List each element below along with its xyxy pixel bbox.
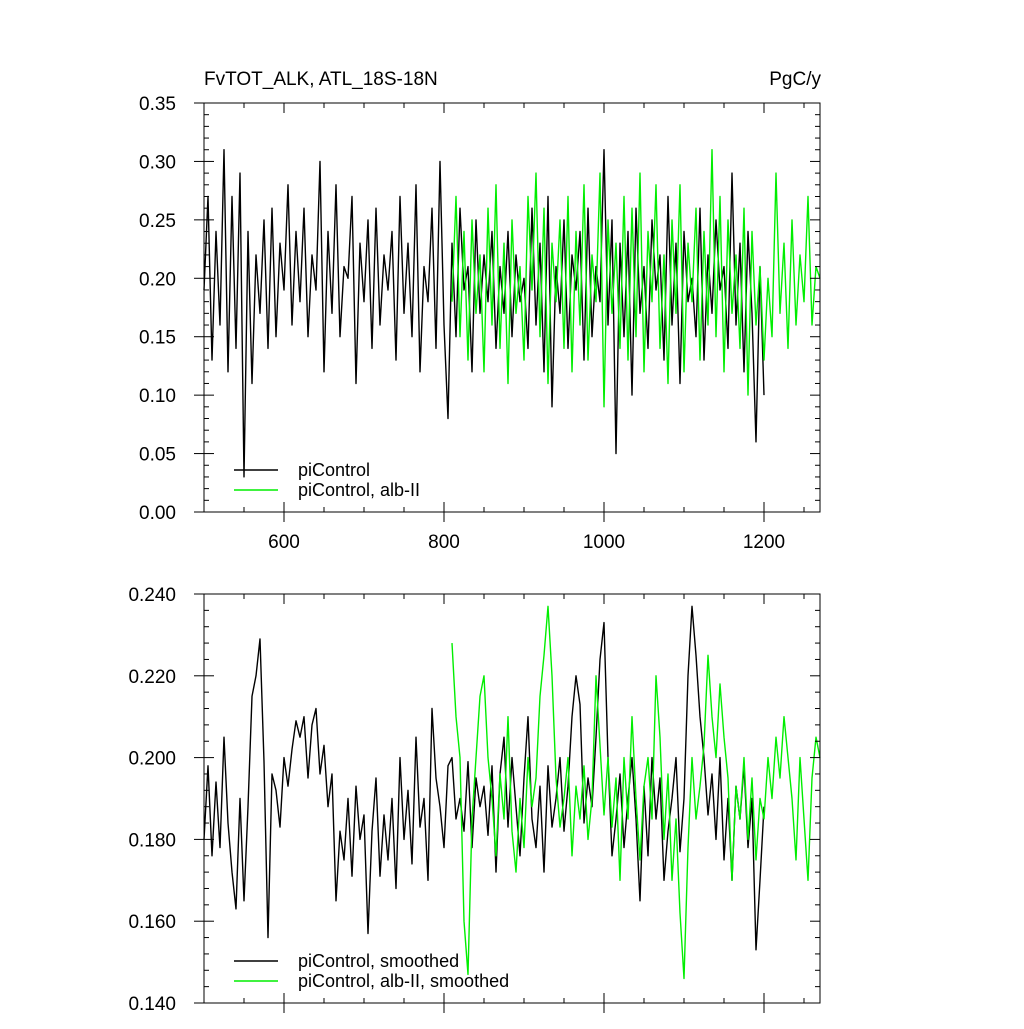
chart-units: PgC/y	[769, 69, 821, 90]
y-tick-label: 0.15	[139, 328, 176, 349]
bottom-panel: 0.140 0.160 0.180 0.200 0.220 0.240 piControl,…	[128, 585, 821, 1015]
legend-label-1: piControl, smoothed	[298, 951, 459, 971]
top-panel: FvTOT_ALK, ATL_18S-18N PgC/y 600 800 1000 1…	[139, 69, 821, 553]
legend-label-2: piControl, alb-II, smoothed	[298, 971, 509, 991]
x-tick-label: 1000	[583, 532, 625, 553]
plot-frame	[203, 593, 821, 1004]
series-line-2	[451, 148, 821, 408]
top-plot-area: 600 800 1000 1200 0.00 0.05 0.10 0.15 0.20 0.25 0.…	[139, 94, 821, 553]
x-tick-label: 600	[268, 532, 300, 553]
y-tick-label: 0.160	[128, 912, 176, 933]
y-tick-label: 0.25	[139, 211, 176, 232]
y-tick-label: 0.30	[139, 152, 176, 173]
x-tick-label: 1200	[743, 532, 785, 553]
y-tick-label: 0.180	[128, 830, 176, 851]
y-tick-label: 0.140	[128, 994, 176, 1015]
y-tick-label: 0.240	[128, 585, 176, 606]
x-tick-label: 800	[428, 532, 460, 553]
bottom-plot-area: 0.140 0.160 0.180 0.200 0.220 0.240 piControl,…	[128, 585, 821, 1015]
y-tick-label: 0.10	[139, 386, 176, 407]
plot-frame	[203, 102, 821, 513]
chart-title: FvTOT_ALK, ATL_18S-18N	[204, 69, 438, 90]
legend-label-2: piControl, alb-II	[298, 480, 420, 500]
series-line-2	[451, 605, 821, 980]
y-tick-label: 0.00	[139, 503, 176, 524]
legend-label-1: piControl	[298, 460, 370, 480]
y-tick-label: 0.200	[128, 749, 176, 770]
y-tick-label: 0.05	[139, 445, 176, 466]
y-tick-label: 0.20	[139, 269, 176, 290]
series-line-1	[203, 605, 765, 951]
y-tick-label: 0.220	[128, 667, 176, 688]
y-tick-label: 0.35	[139, 94, 176, 115]
